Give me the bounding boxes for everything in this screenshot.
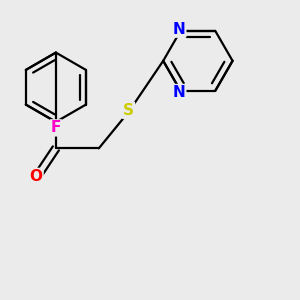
Text: N: N xyxy=(172,85,185,100)
Text: F: F xyxy=(51,120,61,135)
Text: N: N xyxy=(172,22,185,37)
Text: O: O xyxy=(30,169,43,184)
Text: S: S xyxy=(123,103,134,118)
